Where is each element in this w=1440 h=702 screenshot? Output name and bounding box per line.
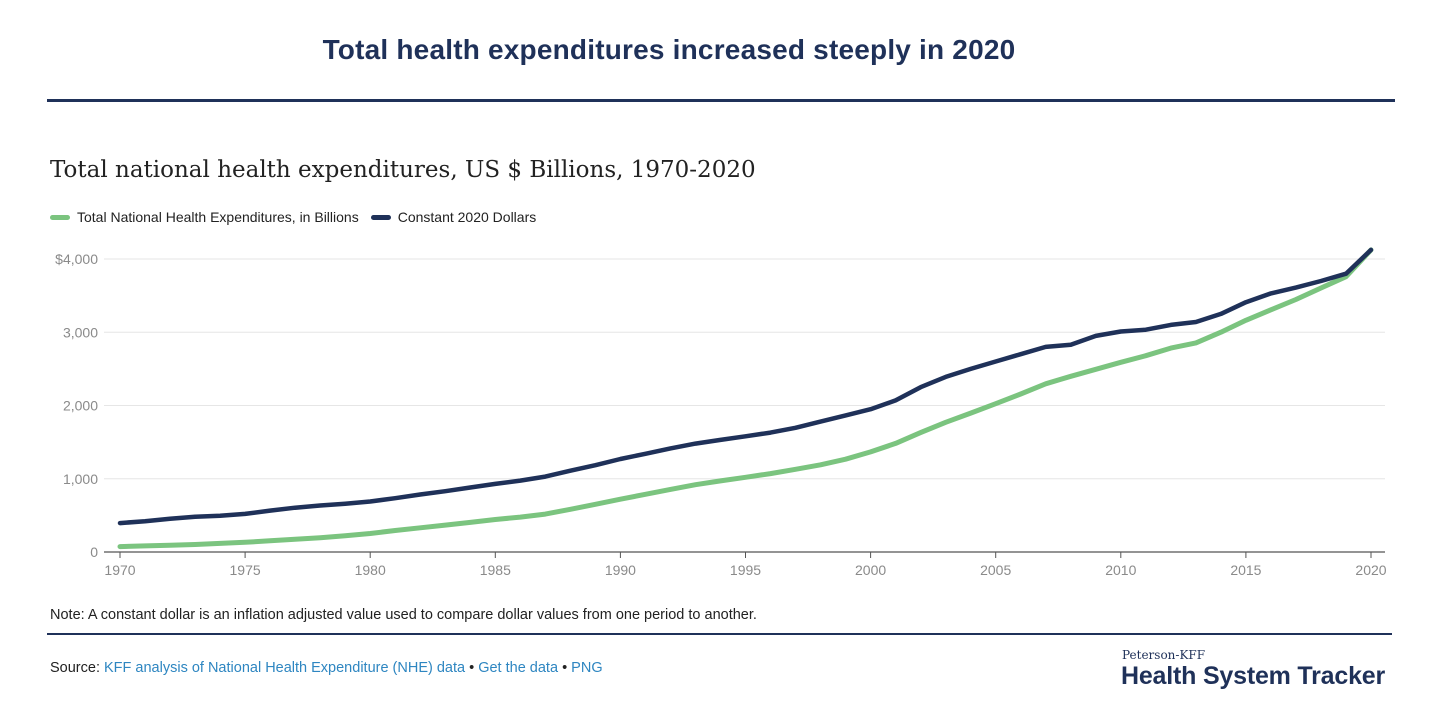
chart-legend: Total National Health Expenditures, in B… [50,209,548,225]
x-tick-label-1995: 1995 [730,562,761,578]
x-tick-label-2020: 2020 [1355,562,1386,578]
x-tick-label-2010: 2010 [1105,562,1136,578]
brand-subtitle: Peterson-KFF [1122,648,1206,662]
brand-logo-text[interactable]: Health System Tracker [1121,662,1386,690]
chart-title: Total national health expenditures, US $… [50,157,756,183]
x-tick-label-1990: 1990 [605,562,636,578]
source-link[interactable]: KFF analysis of National Health Expendit… [104,660,466,676]
chart-note: Note: A constant dollar is an inflation … [50,607,757,623]
legend-label-constant: Constant 2020 Dollars [397,209,537,225]
png-link[interactable]: PNG [571,660,603,676]
headline-divider [47,99,1395,102]
source-label: Source: [50,660,100,676]
x-tick-label-1970: 1970 [104,562,135,578]
x-tick-label-2000: 2000 [855,562,886,578]
source-separator-2: • [562,660,568,676]
series-line-total [117,247,1374,550]
legend-label-total: Total National Health Expenditures, in B… [77,209,359,225]
series-line-constant [117,247,1374,526]
line-chart: 0 1,000 2,000 3,000 $4,000 1970 1975 1980 1985 19… [55,247,1387,578]
x-tick-label-1975: 1975 [230,562,261,578]
x-tick-label-1980: 1980 [355,562,386,578]
y-tick-label-2000: 2,000 [63,398,98,414]
source-line: Source: KFF analysis of National Health … [50,660,603,676]
legend-item-total[interactable]: Total National Health Expenditures, in B… [50,209,359,225]
x-tick-label-2015: 2015 [1230,562,1261,578]
get-the-data-link[interactable]: Get the data [478,660,559,676]
y-tick-label-3000: 3,000 [63,324,98,340]
source-separator-1: • [469,660,475,676]
legend-item-constant[interactable]: Constant 2020 Dollars [370,209,537,225]
legend-swatch-constant [370,214,391,220]
y-tick-label-1000: 1,000 [63,471,98,487]
x-tick-label-1985: 1985 [480,562,511,578]
footer-divider [47,633,1392,635]
page-headline: Total health expenditures increased stee… [322,34,1016,65]
legend-swatch-total [50,214,70,220]
y-tick-label-0: 0 [90,544,98,560]
x-tick-label-2005: 2005 [980,562,1011,578]
y-tick-label-4000: $4,000 [55,251,98,267]
